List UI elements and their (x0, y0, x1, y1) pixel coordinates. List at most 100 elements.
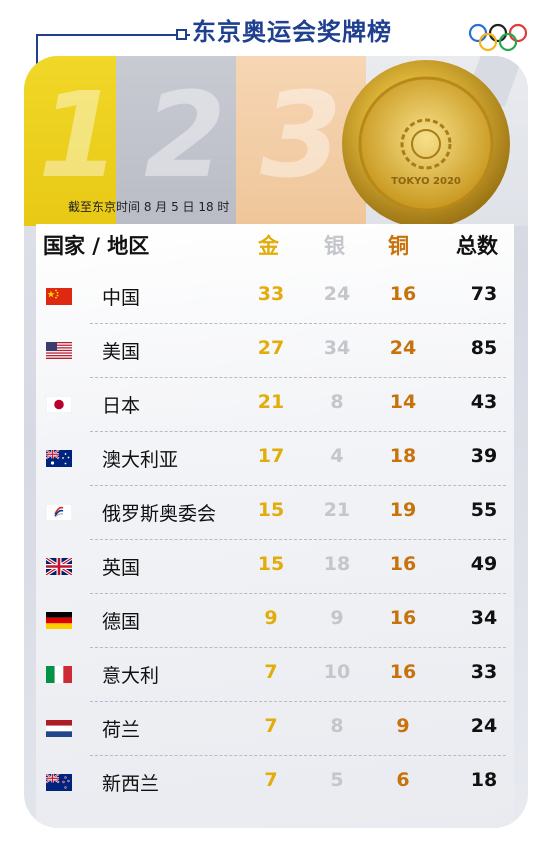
silver-count: 21 (323, 499, 351, 521)
bronze-count: 19 (389, 499, 417, 521)
bronze-count: 16 (389, 661, 417, 683)
country-name: 澳大利亚 (102, 449, 179, 471)
germany-flag-icon (46, 612, 72, 629)
silver-count: 8 (330, 715, 344, 737)
country-name: 荷兰 (102, 719, 141, 741)
cutoff-time-note: 截至东京时间 8 月 5 日 18 时 (68, 200, 230, 214)
row-divider (90, 431, 506, 432)
total-count: 73 (470, 283, 498, 305)
table-row: 中国 33 24 16 73 (36, 270, 514, 324)
olympic-rings-icon (468, 23, 528, 52)
banner-number-2: 2 (144, 66, 227, 204)
gold-count: 21 (257, 391, 285, 413)
table-row: 英国 15 18 16 49 (36, 540, 514, 594)
country-name: 中国 (102, 287, 141, 309)
silver-count: 24 (323, 283, 351, 305)
uk-flag-icon (46, 558, 72, 575)
header-connector-node (176, 29, 187, 40)
header-country: 国家 / 地区 (43, 234, 150, 258)
total-count: 39 (470, 445, 498, 467)
country-name: 意大利 (102, 665, 160, 687)
silver-count: 18 (323, 553, 351, 575)
row-divider (90, 593, 506, 594)
silver-count: 34 (323, 337, 351, 359)
gold-count: 15 (257, 553, 285, 575)
total-count: 33 (470, 661, 498, 683)
bronze-count: 16 (389, 553, 417, 575)
gold-count: 7 (264, 769, 278, 791)
row-divider (90, 377, 506, 378)
svg-text:TOKYO 2020: TOKYO 2020 (391, 176, 461, 187)
bronze-count: 24 (389, 337, 417, 359)
country-name: 德国 (102, 611, 141, 633)
table-row: 俄罗斯奥委会 15 21 19 55 (36, 486, 514, 540)
gold-count: 17 (257, 445, 285, 467)
country-name: 美国 (102, 341, 141, 363)
row-divider (90, 755, 506, 756)
country-name: 新西兰 (102, 773, 160, 795)
gold-medal-image: TOKYO 2020 (342, 56, 526, 224)
usa-flag-icon (46, 342, 72, 359)
gold-count: 9 (264, 607, 278, 629)
medal-table: 国家 / 地区 金 银 铜 总数 中国 33 24 16 73 美国 27 34 24 85 日本 2… (36, 224, 514, 828)
table-row: 荷兰 7 8 9 24 (36, 702, 514, 756)
total-count: 49 (470, 553, 498, 575)
row-divider (90, 485, 506, 486)
silver-count: 8 (330, 391, 344, 413)
country-name: 英国 (102, 557, 141, 579)
bronze-count: 16 (389, 283, 417, 305)
total-count: 24 (470, 715, 498, 737)
header-silver: 银 (324, 234, 345, 258)
china-flag-icon (46, 288, 72, 305)
row-divider (90, 539, 506, 540)
country-name: 日本 (102, 395, 141, 417)
australia-flag-icon (46, 450, 72, 467)
gold-count: 27 (257, 337, 285, 359)
table-row: 美国 27 34 24 85 (36, 324, 514, 378)
country-name: 俄罗斯奥委会 (102, 503, 217, 525)
gold-count: 7 (264, 715, 278, 737)
total-count: 85 (470, 337, 498, 359)
roc-flag-icon (46, 504, 72, 521)
silver-count: 10 (323, 661, 351, 683)
header-bronze: 铜 (388, 234, 409, 258)
page-title: 东京奥运会奖牌榜 (192, 18, 392, 46)
row-divider (90, 701, 506, 702)
medal-card: 1 2 3 TOKYO 2020 截至东京时间 8 月 5 (24, 56, 528, 828)
gold-count: 15 (257, 499, 285, 521)
total-count: 43 (470, 391, 498, 413)
table-row: 意大利 7 10 16 33 (36, 648, 514, 702)
table-header: 国家 / 地区 金 银 铜 总数 (36, 224, 514, 264)
total-count: 18 (470, 769, 498, 791)
gold-count: 33 (257, 283, 285, 305)
silver-count: 5 (330, 769, 344, 791)
gold-count: 7 (264, 661, 278, 683)
row-divider (90, 323, 506, 324)
banner-number-1: 1 (38, 66, 121, 204)
bronze-count: 9 (396, 715, 410, 737)
silver-stripe (116, 56, 236, 226)
header-total: 总数 (456, 234, 498, 258)
table-row: 新西兰 7 5 6 18 (36, 756, 514, 810)
netherlands-flag-icon (46, 720, 72, 737)
header-gold: 金 (258, 234, 279, 258)
podium-banner: 1 2 3 TOKYO 2020 截至东京时间 8 月 5 (24, 56, 528, 226)
newzealand-flag-icon (46, 774, 72, 791)
bronze-count: 14 (389, 391, 417, 413)
row-divider (90, 647, 506, 648)
gold-stripe (24, 56, 116, 226)
table-row: 德国 9 9 16 34 (36, 594, 514, 648)
banner-number-3: 3 (260, 66, 343, 204)
silver-count: 4 (330, 445, 344, 467)
italy-flag-icon (46, 666, 72, 683)
bronze-count: 6 (396, 769, 410, 791)
header-connector-drop (36, 34, 38, 64)
total-count: 34 (470, 607, 498, 629)
total-count: 55 (470, 499, 498, 521)
header-connector-line (38, 34, 190, 36)
japan-flag-icon (46, 396, 72, 413)
silver-count: 9 (330, 607, 344, 629)
table-row: 澳大利亚 17 4 18 39 (36, 432, 514, 486)
table-row: 日本 21 8 14 43 (36, 378, 514, 432)
bronze-count: 18 (389, 445, 417, 467)
